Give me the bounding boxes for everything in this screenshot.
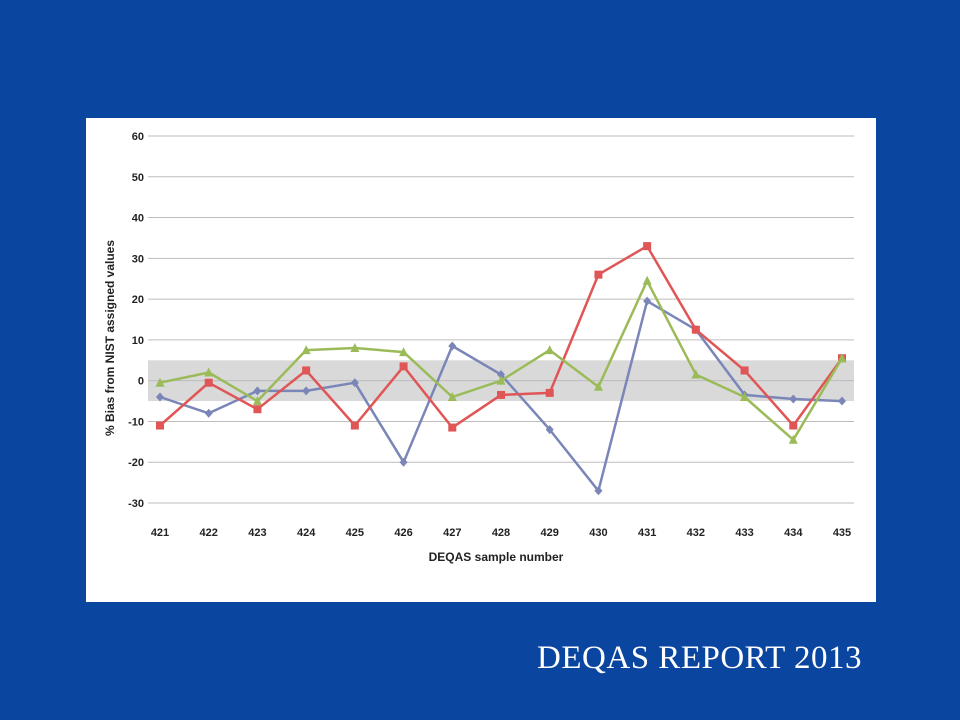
x-tick-label: 422 bbox=[200, 527, 218, 539]
data-point bbox=[448, 341, 457, 351]
x-tick-label: 435 bbox=[833, 527, 851, 539]
data-point bbox=[593, 381, 603, 391]
x-tick-label: 423 bbox=[248, 527, 266, 539]
data-point bbox=[594, 270, 603, 279]
data-point bbox=[399, 457, 408, 467]
data-point bbox=[594, 486, 603, 496]
x-tick-label: 432 bbox=[687, 527, 705, 539]
data-point bbox=[497, 370, 505, 380]
x-tick-label: 424 bbox=[297, 527, 316, 539]
data-point bbox=[789, 394, 798, 404]
data-point bbox=[545, 425, 554, 435]
data-point bbox=[789, 421, 798, 430]
slide-caption: DEQAS REPORT 2013 bbox=[537, 640, 862, 676]
data-point bbox=[691, 369, 701, 379]
x-tick-label: 428 bbox=[492, 527, 510, 539]
data-point bbox=[448, 423, 457, 432]
data-point bbox=[350, 343, 360, 353]
data-point bbox=[252, 396, 262, 406]
data-point bbox=[302, 386, 311, 396]
y-tick-label: -30 bbox=[128, 498, 144, 510]
data-point bbox=[545, 388, 554, 397]
y-tick-label: 50 bbox=[132, 172, 144, 184]
series-2 bbox=[156, 242, 846, 432]
data-point bbox=[156, 392, 164, 402]
y-tick-label: 20 bbox=[132, 294, 144, 306]
data-point bbox=[497, 390, 505, 399]
data-point bbox=[350, 421, 359, 430]
data-point bbox=[399, 362, 408, 371]
x-tick-label: 431 bbox=[638, 527, 656, 539]
data-point bbox=[643, 242, 652, 251]
data-point bbox=[740, 391, 750, 401]
data-point bbox=[496, 375, 506, 385]
data-point bbox=[399, 347, 409, 357]
y-tick-label: 10 bbox=[132, 335, 144, 347]
data-point bbox=[350, 378, 359, 388]
y-axis-title: % Bias from NIST assigned values bbox=[103, 240, 117, 436]
y-tick-label: 30 bbox=[132, 253, 144, 265]
x-tick-label: 434 bbox=[784, 527, 803, 539]
x-tick-label: 430 bbox=[589, 527, 607, 539]
data-point bbox=[643, 296, 652, 306]
y-tick-label: 0 bbox=[138, 376, 144, 388]
data-point bbox=[788, 434, 798, 444]
y-tick-label: -20 bbox=[128, 457, 144, 469]
data-point bbox=[740, 366, 749, 375]
y-tick-label: 40 bbox=[132, 213, 144, 225]
data-point bbox=[156, 421, 164, 430]
x-axis-title: DEQAS sample number bbox=[429, 550, 564, 564]
data-point bbox=[204, 378, 213, 387]
data-point bbox=[301, 345, 311, 355]
data-point bbox=[447, 391, 457, 401]
series-3 bbox=[155, 275, 847, 444]
x-tick-label: 425 bbox=[346, 527, 364, 539]
data-point bbox=[155, 377, 165, 387]
data-point bbox=[838, 396, 846, 406]
data-point bbox=[302, 366, 311, 375]
y-tick-label: 60 bbox=[132, 131, 144, 143]
line-chart: -30 -20 -10 0 10 20 30 40 50 60 421 422 423 424 425 426… bbox=[103, 131, 854, 564]
data-point bbox=[642, 275, 652, 285]
chart-panel: -30 -20 -10 0 10 20 30 40 50 60 421 422 423 424 425 426… bbox=[86, 118, 876, 602]
x-tick-label: 433 bbox=[735, 527, 753, 539]
data-point bbox=[253, 386, 262, 396]
x-tick-label: 426 bbox=[394, 527, 412, 539]
data-point bbox=[204, 408, 213, 418]
x-tick-label: 427 bbox=[443, 527, 461, 539]
y-tick-label: -10 bbox=[128, 416, 144, 428]
data-point bbox=[253, 405, 262, 414]
x-tick-label: 429 bbox=[541, 527, 559, 539]
data-point bbox=[691, 325, 700, 334]
x-tick-label: 421 bbox=[151, 527, 169, 539]
data-point bbox=[837, 353, 847, 363]
data-point bbox=[545, 345, 555, 355]
data-point bbox=[204, 367, 214, 377]
